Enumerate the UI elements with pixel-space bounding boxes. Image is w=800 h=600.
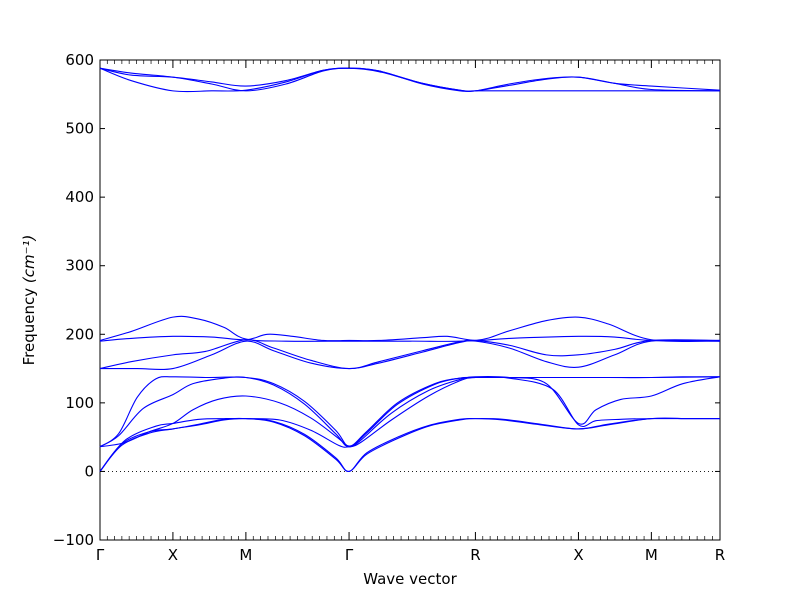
band-line-8 xyxy=(99,339,721,370)
x-tick-label: M xyxy=(239,546,252,564)
y-axis-ticks: −100 0 100 200 300 400 500 600 xyxy=(53,51,720,549)
plot-area xyxy=(99,59,721,541)
y-axis-label-text: Frequency xyxy=(20,288,38,366)
band-line-13 xyxy=(99,67,721,92)
y-tick-label: 0 xyxy=(84,462,94,480)
band-line-10 xyxy=(99,315,721,342)
band-line-3 xyxy=(99,376,721,472)
y-tick-label: 600 xyxy=(65,51,94,69)
plot-background xyxy=(100,60,720,540)
band-line-6 xyxy=(99,376,721,448)
x-tick-label: X xyxy=(573,546,583,564)
x-tick-label: Γ xyxy=(345,546,354,564)
y-tick-label: 200 xyxy=(65,325,94,343)
y-tick-label: 400 xyxy=(65,188,94,206)
x-tick-label: R xyxy=(470,546,480,564)
x-axis-label: Wave vector xyxy=(363,570,457,588)
y-tick-label: 500 xyxy=(65,120,94,138)
y-tick-label: −100 xyxy=(53,531,94,549)
y-axis-label-unit: (cm⁻¹) xyxy=(20,235,38,284)
plot-border xyxy=(99,59,721,541)
y-tick-label: 300 xyxy=(65,257,94,275)
phonon-bands xyxy=(99,67,721,472)
x-tick-label: X xyxy=(168,546,178,564)
band-line-4 xyxy=(99,376,721,448)
x-tick-label: M xyxy=(645,546,658,564)
band-line-2 xyxy=(99,417,720,472)
y-axis-label: Frequency (cm⁻¹) xyxy=(20,235,38,366)
band-line-7 xyxy=(100,339,721,371)
x-tick-label: Γ xyxy=(96,546,105,564)
x-tick-label: R xyxy=(715,546,725,564)
y-tick-label: 100 xyxy=(65,394,94,412)
